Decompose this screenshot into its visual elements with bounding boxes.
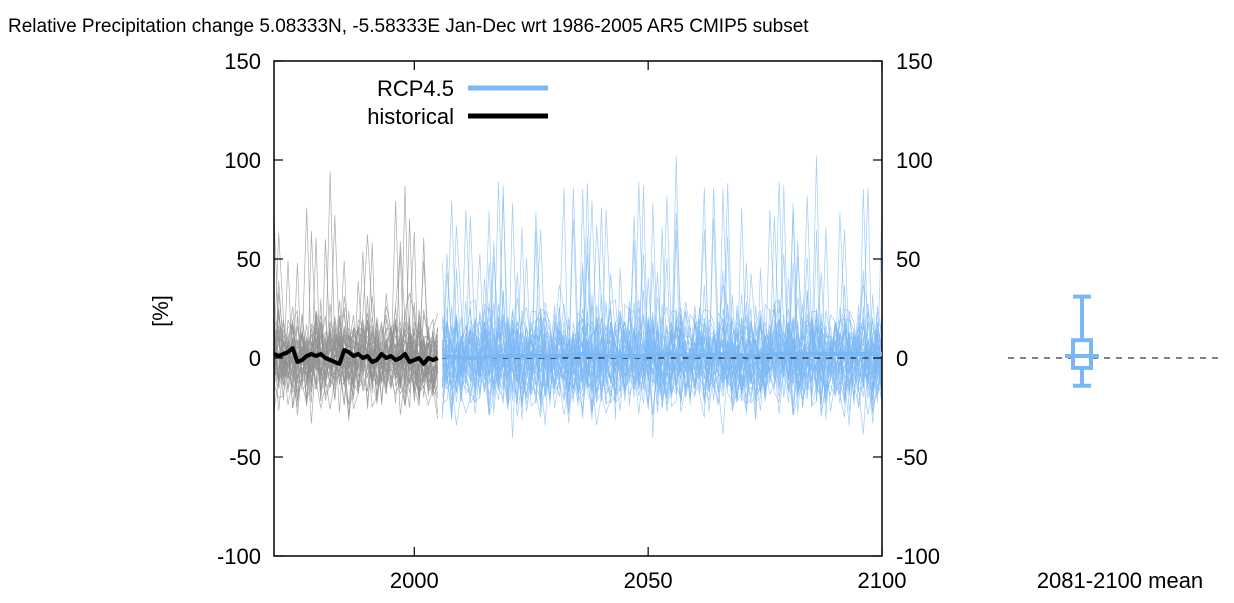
series-layer — [273, 346, 882, 366]
y-tick-label-right: 100 — [896, 148, 933, 173]
legend: RCP4.5 historical — [367, 76, 548, 129]
chart-title: Relative Precipitation change 5.08333N, … — [8, 16, 809, 37]
ensemble-layer — [273, 156, 883, 438]
series-line-historical — [273, 346, 439, 366]
summary-label: 2081-2100 mean — [1037, 568, 1203, 593]
rcp45-ensemble-line — [442, 202, 883, 414]
x-tick-label: 2000 — [390, 568, 439, 593]
rcp45-ensemble-line — [442, 181, 883, 414]
x-tick-label: 2100 — [858, 568, 907, 593]
y-tick-label-left: -50 — [229, 445, 261, 470]
rcp45-ensemble-line — [442, 188, 883, 420]
y-tick-label-right: -50 — [896, 445, 928, 470]
plot-frame-group: -100 -100 -50 -50 0 0 50 50 100 100 150 150 2000 2050… — [217, 49, 940, 593]
y-tick-label-left: 0 — [249, 346, 261, 371]
historical-ensemble-line — [273, 325, 439, 394]
legend-label-historical: historical — [367, 104, 454, 129]
series-line-rcp45 — [442, 352, 882, 360]
y-axis-label: [%] — [148, 295, 173, 327]
y-tick-label-left: 150 — [224, 49, 261, 74]
historical-ensemble-line — [273, 313, 439, 411]
historical-ensemble-line — [273, 218, 439, 404]
y-tick-label-left: 100 — [224, 148, 261, 173]
historical-ensemble-line — [273, 207, 439, 413]
historical-ensemble-line — [273, 322, 439, 410]
historical-ensemble-line — [273, 307, 439, 392]
y-tick-label-right: -100 — [896, 544, 940, 569]
summary-group — [1008, 294, 1220, 388]
y-tick-label-right: 0 — [896, 346, 908, 371]
legend-label-rcp45: RCP4.5 — [377, 76, 454, 101]
y-tick-label-left: -100 — [217, 544, 261, 569]
y-tick-label-right: 50 — [896, 247, 920, 272]
rcp45-ensemble-line — [442, 185, 883, 418]
y-tick-label-right: 150 — [896, 49, 933, 74]
y-tick-label-left: 50 — [237, 247, 261, 272]
plot-frame — [273, 60, 883, 557]
rcp45-ensemble-line — [442, 273, 883, 412]
historical-ensemble-line — [273, 239, 439, 402]
x-tick-label: 2050 — [624, 568, 673, 593]
